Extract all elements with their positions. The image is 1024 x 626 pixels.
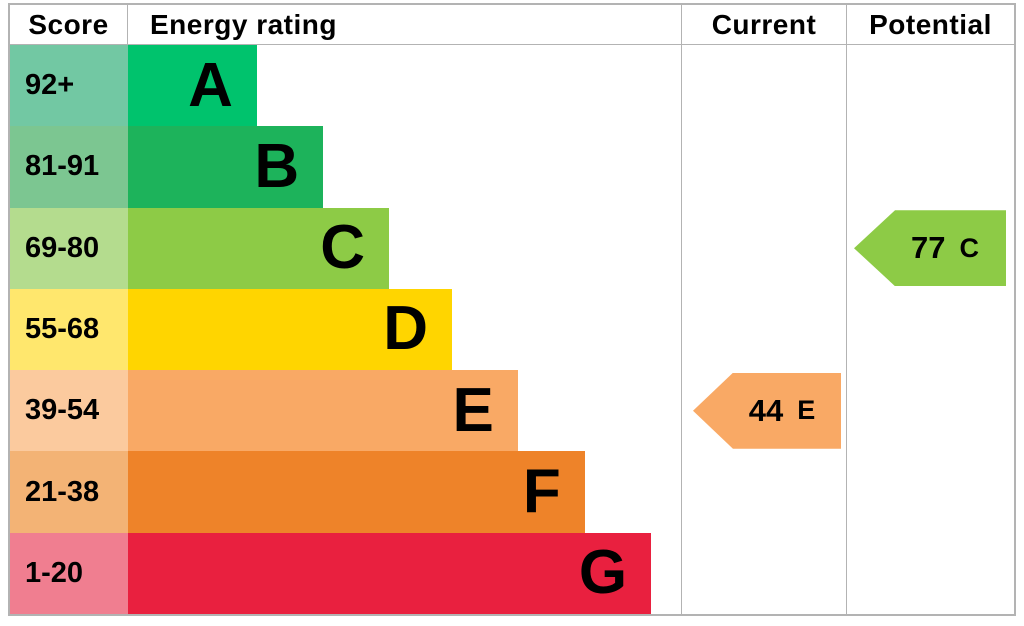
rating-bar: E bbox=[128, 370, 518, 452]
potential-cell: 77 C bbox=[846, 207, 1014, 289]
bar-cell: F bbox=[128, 451, 681, 533]
potential-cell bbox=[846, 45, 1014, 127]
rating-letter: F bbox=[522, 457, 561, 527]
current-cell: 44 E bbox=[681, 370, 846, 452]
rating-letter: C bbox=[320, 213, 366, 283]
current-cell bbox=[681, 451, 846, 533]
band-row-d: 55-68 D bbox=[10, 288, 1014, 371]
potential-cell bbox=[846, 451, 1014, 533]
rating-bar: D bbox=[128, 288, 453, 371]
rating-bar: F bbox=[128, 451, 585, 533]
energy-rating-column-header: Energy rating bbox=[150, 8, 337, 40]
rating-bar: C bbox=[128, 207, 390, 289]
band-row-a: 92+ A bbox=[10, 45, 1014, 127]
rating-bar: B bbox=[128, 126, 324, 208]
score-cell: 92+ bbox=[10, 45, 128, 127]
current-cell bbox=[681, 45, 846, 127]
bar-cell: D bbox=[128, 288, 681, 371]
band-row-e: 39-54 E 44 E bbox=[10, 370, 1014, 452]
bar-cell: C bbox=[128, 207, 681, 289]
rating-bar: A bbox=[128, 45, 257, 127]
rating-bar: G bbox=[128, 532, 652, 614]
potential-column-header: Potential bbox=[846, 5, 1014, 44]
current-column-header: Current bbox=[681, 5, 846, 44]
potential-cell bbox=[846, 288, 1014, 371]
chart-header-row: Score Energy rating Current Potential bbox=[10, 5, 1014, 45]
band-row-g: 1-20 G bbox=[10, 532, 1014, 614]
current-cell bbox=[681, 207, 846, 289]
rating-arrow-value: 44 bbox=[748, 392, 784, 428]
current-cell bbox=[681, 288, 846, 371]
band-row-f: 21-38 F bbox=[10, 451, 1014, 533]
bar-cell: B bbox=[128, 126, 681, 208]
score-range-label: 81-91 bbox=[25, 150, 100, 183]
score-cell: 21-38 bbox=[10, 451, 128, 533]
bar-cell: A bbox=[128, 45, 681, 127]
rating-arrow-letter: C bbox=[959, 232, 979, 263]
rating-letter: D bbox=[383, 294, 429, 364]
energy-rating-chart: Score Energy rating Current Potential 92… bbox=[8, 3, 1016, 616]
rating-arrow-letter: E bbox=[797, 395, 816, 426]
potential-cell bbox=[846, 370, 1014, 452]
current-cell bbox=[681, 126, 846, 208]
score-range-label: 21-38 bbox=[25, 475, 100, 508]
score-cell: 1-20 bbox=[10, 532, 128, 614]
score-cell: 55-68 bbox=[10, 288, 128, 371]
rating-letter: A bbox=[188, 50, 233, 120]
band-rows: 92+ A 81-91 B 69-80 C bbox=[10, 45, 1014, 614]
bar-cell: E bbox=[128, 370, 681, 452]
score-column-header: Score bbox=[10, 5, 128, 44]
bar-cell: G bbox=[128, 532, 681, 614]
current-rating-arrow: 44 E bbox=[693, 372, 841, 449]
rating-letter: G bbox=[578, 538, 628, 608]
potential-cell bbox=[846, 532, 1014, 614]
score-range-label: 92+ bbox=[25, 69, 75, 102]
rating-letter: E bbox=[452, 375, 494, 445]
score-range-label: 39-54 bbox=[25, 394, 100, 427]
band-row-c: 69-80 C 77 C bbox=[10, 207, 1014, 289]
score-range-label: 1-20 bbox=[25, 556, 84, 589]
rating-arrow-value: 77 bbox=[911, 230, 946, 266]
score-cell: 81-91 bbox=[10, 126, 128, 208]
potential-cell bbox=[846, 126, 1014, 208]
score-cell: 69-80 bbox=[10, 207, 128, 289]
score-cell: 39-54 bbox=[10, 370, 128, 452]
score-range-label: 69-80 bbox=[25, 231, 100, 264]
band-row-b: 81-91 B bbox=[10, 126, 1014, 208]
score-range-label: 55-68 bbox=[25, 312, 100, 345]
rating-letter: B bbox=[254, 131, 300, 201]
current-cell bbox=[681, 532, 846, 614]
potential-rating-arrow: 77 C bbox=[854, 210, 1006, 287]
